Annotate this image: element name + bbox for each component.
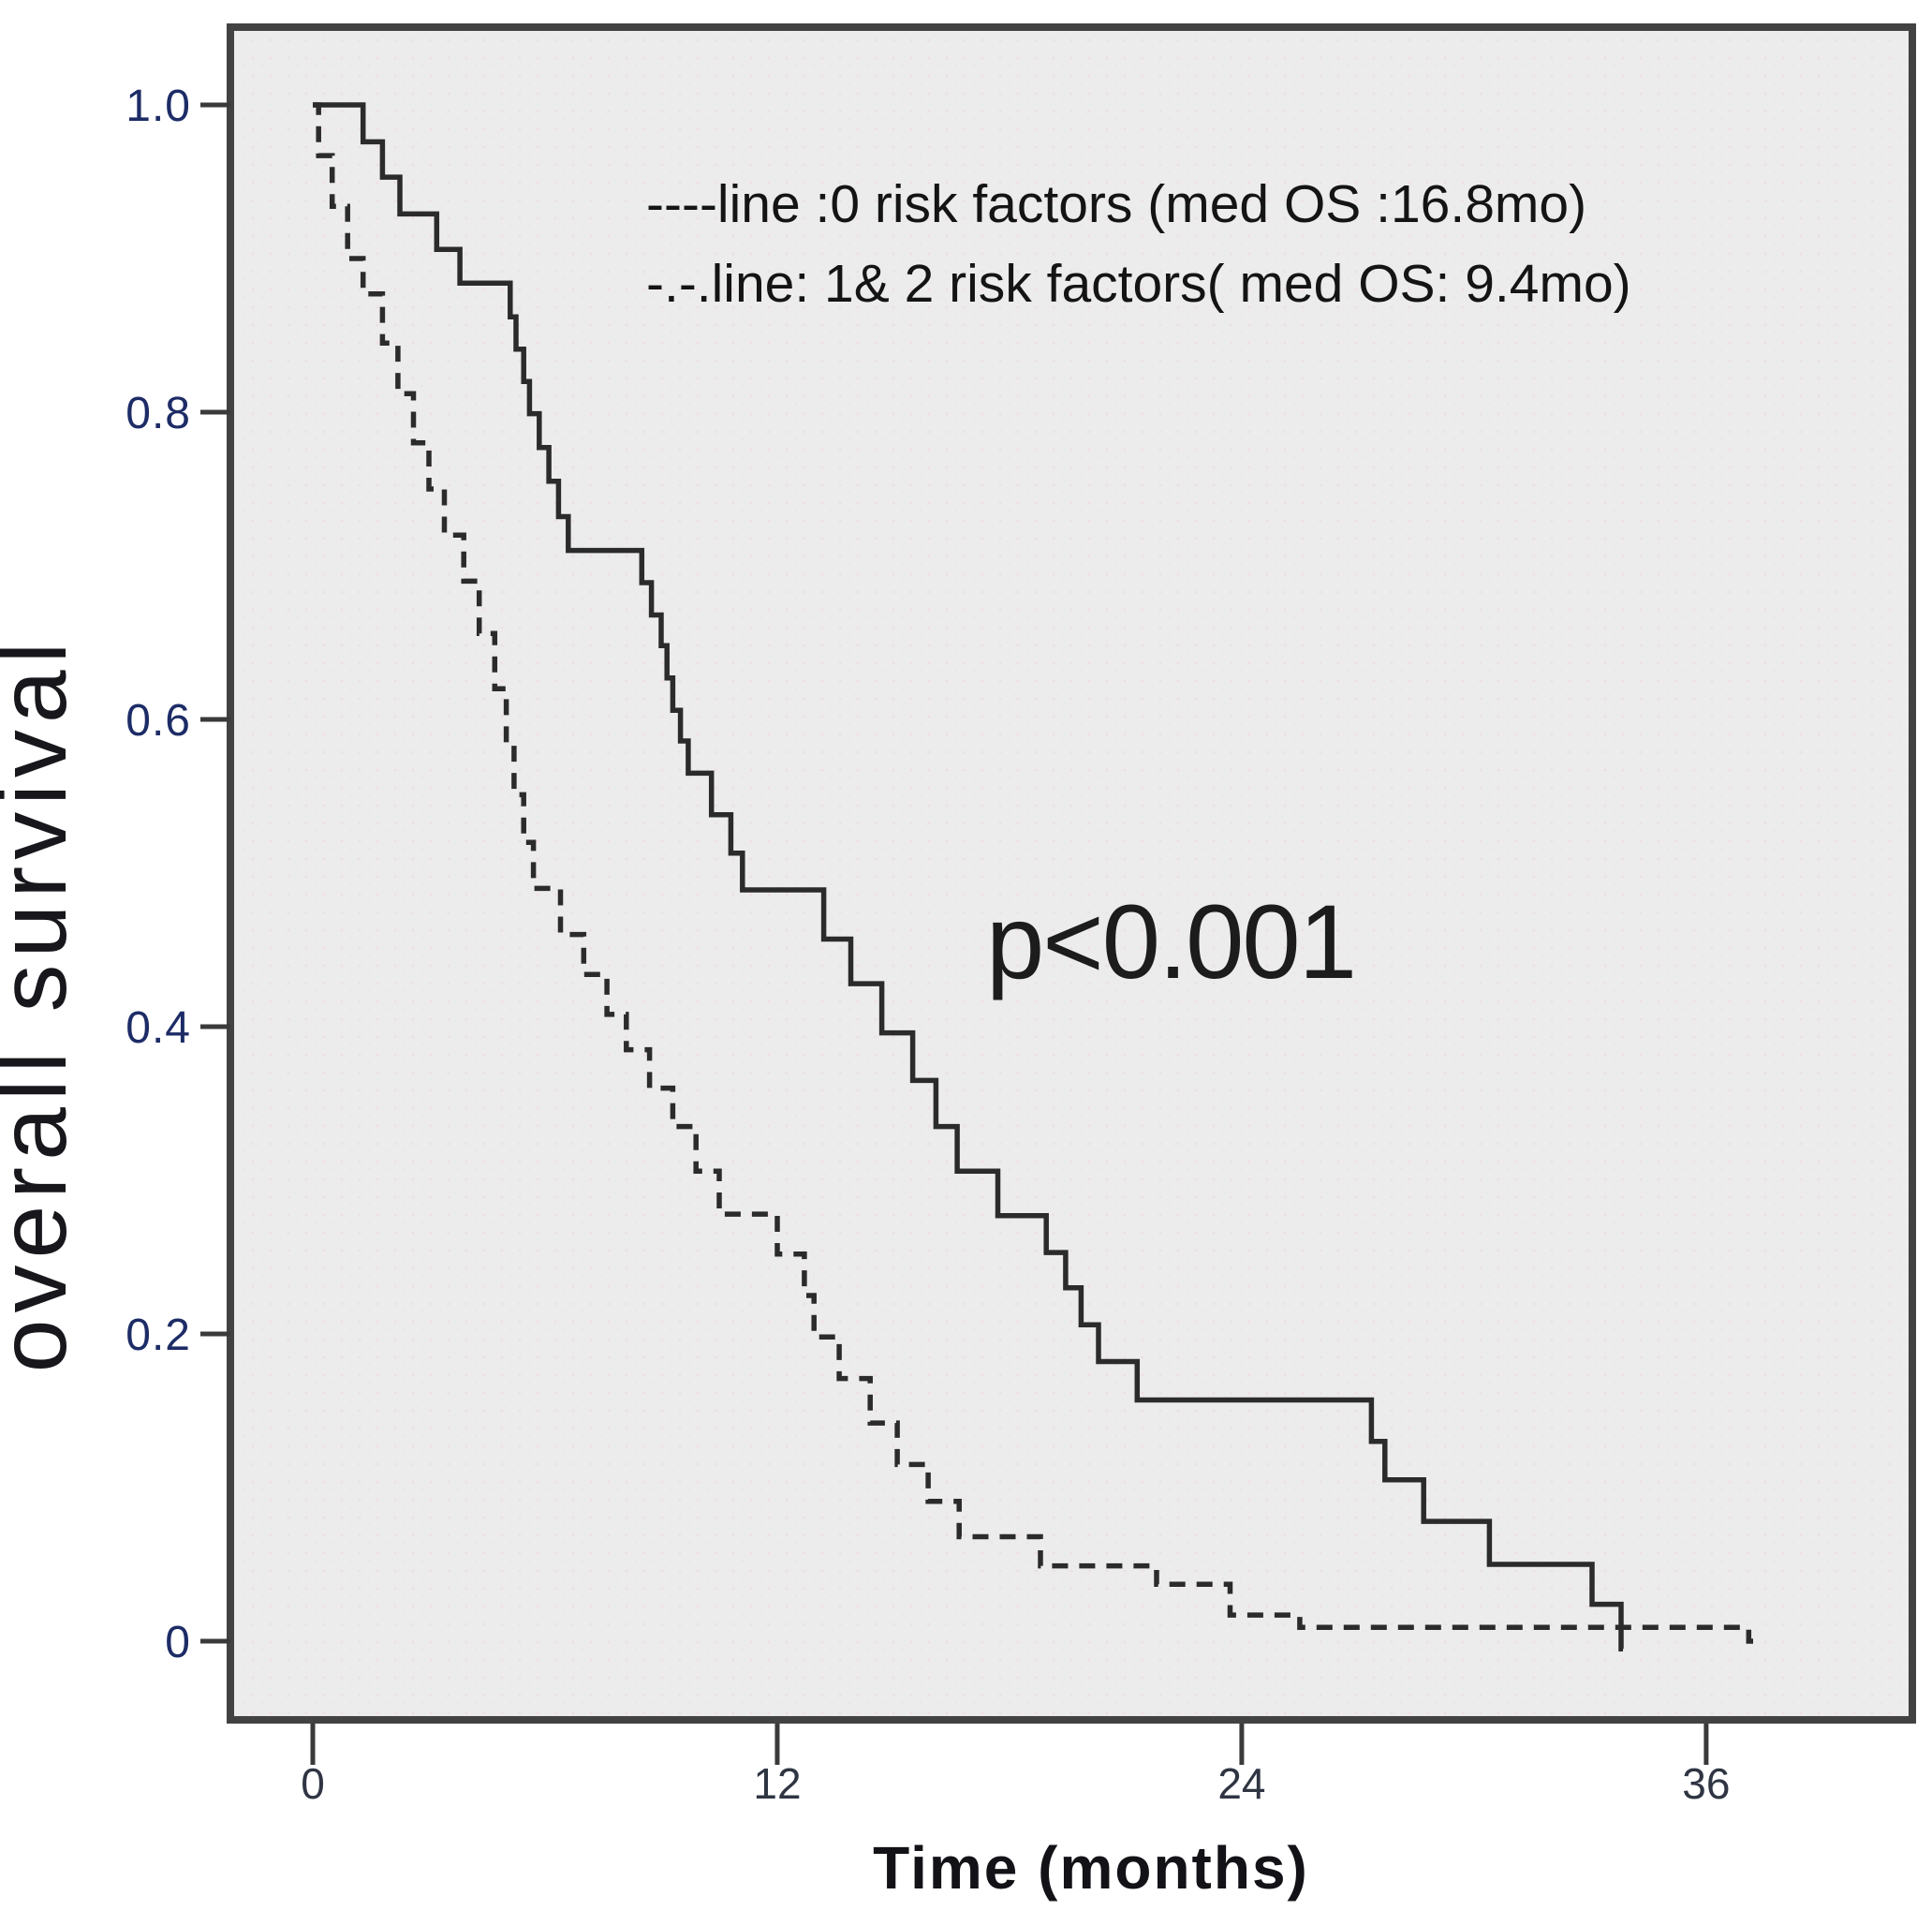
y-tick-label: 0.6 xyxy=(125,696,191,746)
legend-line-dashed: -.-.line: 1& 2 risk factors( med OS: 9.4… xyxy=(646,254,1631,314)
p-value-annotation: p<0.001 xyxy=(986,883,1355,1000)
km-curve-solid-0-risk-factors xyxy=(313,102,1624,1651)
x-tick-label: 12 xyxy=(753,1759,801,1808)
x-axis-ticks: 0 12 24 36 xyxy=(301,1724,1730,1808)
y-tick-label: 1.0 xyxy=(125,81,191,131)
x-tick-label: 0 xyxy=(301,1759,325,1808)
plot-area-texture xyxy=(236,33,1907,1714)
legend-line-solid: ----line :0 risk factors (med OS :16.8mo… xyxy=(646,174,1586,234)
x-tick-label: 36 xyxy=(1682,1759,1730,1808)
y-tick-label: 0.4 xyxy=(125,1003,191,1053)
y-axis-title: overall survival xyxy=(0,636,86,1373)
y-tick-label: 0.2 xyxy=(125,1310,191,1360)
y-tick-label: 0.8 xyxy=(125,389,191,438)
y-axis-ticks: 1.0 0.8 0.6 0.4 0.2 0 xyxy=(125,81,230,1667)
y-tick-label: 0 xyxy=(165,1618,191,1667)
km-curve-dashed-1-2-risk-factors xyxy=(313,102,1757,1644)
x-tick-label: 24 xyxy=(1217,1759,1265,1808)
survival-curves xyxy=(313,102,1757,1651)
x-axis-title: Time (months) xyxy=(873,1834,1309,1902)
